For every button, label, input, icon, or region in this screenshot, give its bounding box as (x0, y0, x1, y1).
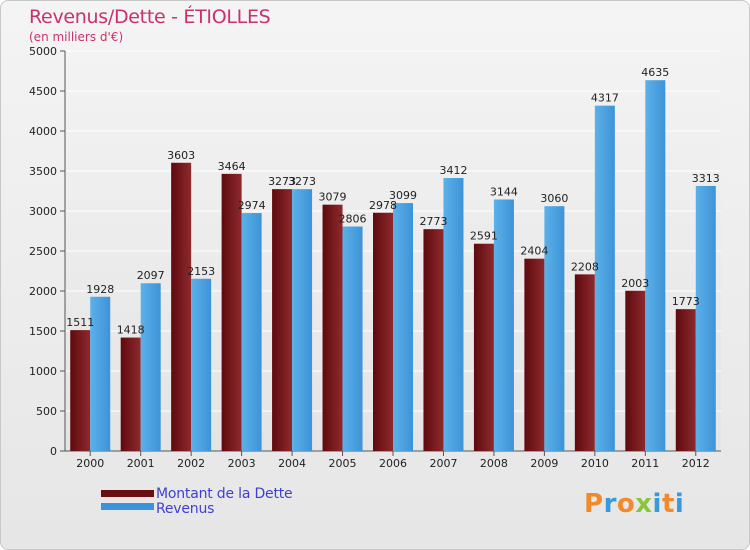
y-tick-label: 3500 (29, 165, 57, 178)
data-label-revenus: 3412 (439, 164, 467, 177)
legend-swatch-revenus (101, 503, 154, 510)
data-label-dette: 3273 (268, 175, 296, 188)
bar-revenus (90, 296, 111, 451)
data-label-revenus: 3144 (490, 185, 518, 198)
data-label-revenus: 3313 (692, 172, 720, 185)
y-tick-label: 2500 (29, 245, 57, 258)
logo-letter: x (635, 489, 653, 519)
logo-letter: r (603, 489, 617, 519)
legend-label-dette: Montant de la Dette (156, 486, 293, 502)
bar-dette (272, 189, 293, 451)
chart-subtitle: (en milliers d'€) (29, 30, 124, 44)
x-tick-label: 2005 (329, 457, 357, 470)
data-label-revenus: 2153 (187, 265, 215, 278)
bar-revenus (191, 278, 212, 451)
data-label-dette: 3464 (218, 160, 246, 173)
data-label-revenus: 4317 (591, 92, 619, 105)
bar-dette (221, 173, 242, 451)
x-tick-label: 2008 (480, 457, 508, 470)
logo-letter: P (584, 489, 604, 519)
bar-revenus (544, 206, 565, 451)
logo-letter: o (616, 489, 636, 519)
y-tick-label: 1000 (29, 365, 57, 378)
data-label-revenus: 2097 (137, 269, 165, 282)
x-tick-label: 2009 (530, 457, 558, 470)
chart-title: Revenus/Dette - ÉTIOLLES (29, 6, 271, 28)
data-label-revenus: 2806 (339, 213, 367, 226)
y-tick-label: 5000 (29, 45, 57, 58)
bar-dette (675, 309, 696, 451)
bar-dette (524, 258, 545, 451)
x-tick-label: 2002 (177, 457, 205, 470)
bar-dette (70, 330, 91, 451)
bar-dette (322, 204, 343, 451)
bar-dette (574, 274, 595, 451)
data-label-dette: 2003 (621, 277, 649, 290)
bar-revenus (493, 199, 514, 451)
data-label-dette: 1418 (117, 324, 145, 337)
logo-letter: t (661, 489, 675, 519)
y-tick-label: 500 (36, 405, 57, 418)
data-label-revenus: 2974 (238, 199, 266, 212)
data-label-dette: 3603 (167, 149, 195, 162)
data-label-revenus: 1928 (86, 283, 114, 296)
x-tick-label: 2011 (631, 457, 659, 470)
x-tick-label: 2001 (127, 457, 155, 470)
bar-dette (171, 162, 192, 451)
bar-dette (423, 229, 444, 451)
data-label-dette: 2773 (419, 215, 447, 228)
x-tick-label: 2012 (682, 457, 710, 470)
y-tick-label: 4500 (29, 85, 57, 98)
x-tick-label: 2000 (76, 457, 104, 470)
bar-revenus (140, 283, 161, 451)
logo-letter: i (652, 489, 662, 519)
bar-revenus (695, 185, 716, 451)
y-tick-label: 1500 (29, 325, 57, 338)
proxiti-logo: Proxiti (584, 489, 684, 519)
data-label-dette: 1511 (66, 316, 94, 329)
data-label-dette: 2208 (571, 260, 599, 273)
logo-letter: i (674, 489, 685, 519)
y-tick-label: 0 (50, 445, 57, 458)
legend-label-revenus: Revenus (156, 501, 215, 517)
bar-revenus (594, 105, 615, 451)
data-label-revenus: 4635 (641, 66, 669, 79)
y-tick-label: 4000 (29, 125, 57, 138)
bar-dette (373, 212, 393, 451)
bar-revenus (443, 178, 464, 452)
data-label-dette: 2404 (520, 245, 548, 258)
y-tick-label: 3000 (29, 205, 57, 218)
data-label-revenus: 3060 (540, 192, 568, 205)
bar-revenus (393, 203, 413, 451)
data-label-revenus: 3099 (389, 189, 417, 202)
data-label-dette: 2978 (369, 199, 397, 212)
x-tick-label: 2010 (581, 457, 609, 470)
bar-revenus (645, 80, 666, 451)
data-label-dette: 2591 (470, 230, 498, 243)
data-label-revenus: 3273 (288, 175, 316, 188)
bar-revenus (241, 213, 262, 451)
x-tick-label: 2006 (379, 457, 407, 470)
x-tick-label: 2003 (228, 457, 256, 470)
bar-revenus (292, 189, 313, 451)
y-tick-label: 2000 (29, 285, 57, 298)
bar-dette (473, 243, 494, 451)
bar-revenus (342, 226, 363, 451)
x-tick-label: 2007 (429, 457, 457, 470)
data-label-dette: 3079 (319, 191, 347, 204)
bar-dette (625, 290, 646, 451)
legend-swatch-dette (101, 490, 154, 497)
x-tick-label: 2004 (278, 457, 306, 470)
bar-dette (120, 337, 141, 451)
data-label-dette: 1773 (672, 295, 700, 308)
